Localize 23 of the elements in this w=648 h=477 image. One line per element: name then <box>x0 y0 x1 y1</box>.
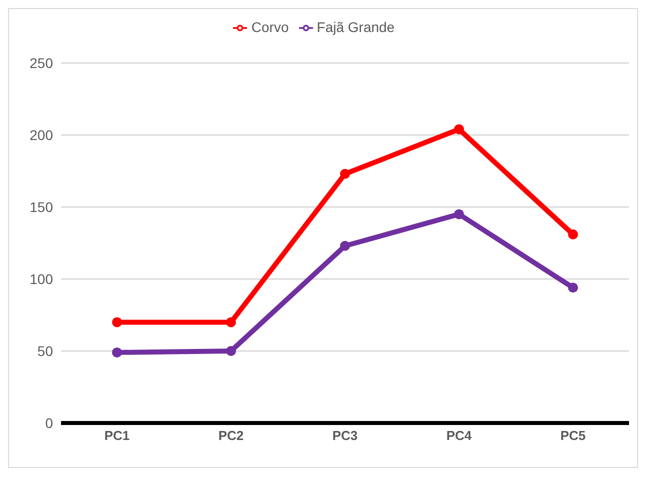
point <box>226 317 236 328</box>
x-tick-label: PC5 <box>560 428 586 444</box>
x-tick-label: PC3 <box>332 428 358 444</box>
y-tick-label: 150 <box>30 198 54 215</box>
point <box>454 124 464 134</box>
x-tick-label: PC1 <box>104 428 130 444</box>
point <box>568 229 578 240</box>
y-tick-label: 0 <box>45 414 54 431</box>
point <box>454 209 464 220</box>
point <box>112 347 122 358</box>
point <box>568 282 578 293</box>
legend-label: Fajã Grande <box>316 19 395 35</box>
x-tick-label: PC2 <box>218 428 244 444</box>
point <box>112 317 122 328</box>
y-tick-label: 200 <box>30 126 54 143</box>
x-tick-label: PC4 <box>446 428 472 444</box>
y-tick-label: 50 <box>37 342 54 359</box>
point <box>340 168 350 179</box>
y-tick-label: 100 <box>30 270 54 287</box>
y-tick-label: 250 <box>30 54 54 71</box>
point <box>226 346 236 356</box>
point <box>340 240 350 251</box>
legend-label: Corvo <box>251 19 289 35</box>
